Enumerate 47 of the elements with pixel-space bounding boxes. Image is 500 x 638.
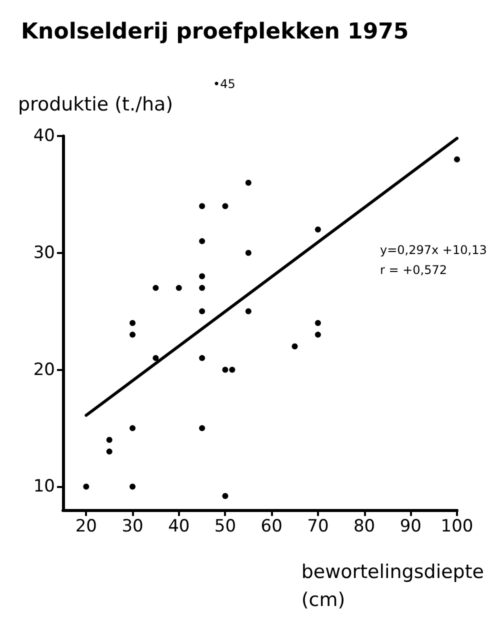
x-tick-label: 70 [307,516,329,536]
point [314,332,321,338]
point [176,284,182,291]
point [199,355,206,362]
x-tick-label: 60 [260,516,282,536]
chart-title: Knolselderij proefplekken 1975 [21,20,409,44]
x-axis-title: bewortelingsdiepte (cm) [301,561,484,611]
y-tick-label: 10 [33,476,55,497]
point [83,484,90,490]
point [130,425,136,432]
point [199,238,206,244]
x-tick-label: 20 [75,516,97,536]
x-tick-label: 30 [122,516,144,536]
x-tick-label: 100 [440,516,474,536]
point [245,250,252,256]
text: •45 [213,77,236,91]
point [222,492,228,499]
point [130,332,136,338]
x-tick-label: 40 [168,516,190,536]
point [199,284,206,291]
point [229,366,236,373]
annotation: y=0,297x +10,13 r = +0,572 [380,243,487,277]
point [152,284,159,291]
point [454,156,460,162]
point [106,448,112,455]
y-tick-label: 40 [33,126,55,146]
point [199,425,206,432]
y-tick-label: 30 [33,242,55,263]
y-axis-title: produktie (t./ha) [18,94,174,116]
x-tick-label: 50 [214,516,236,536]
point [245,308,252,314]
point [222,366,228,373]
point [199,273,206,280]
point [314,226,321,232]
point [152,355,159,362]
point [245,180,252,186]
point [222,203,228,210]
point [314,320,321,326]
x-tick-label: 80 [353,516,376,536]
point [106,436,112,443]
x-tick-label: 90 [400,516,422,536]
point [130,320,136,326]
point [130,484,136,490]
y-tick-label: 20 [33,360,55,380]
point [292,343,298,350]
point [199,308,206,314]
point [199,203,206,210]
